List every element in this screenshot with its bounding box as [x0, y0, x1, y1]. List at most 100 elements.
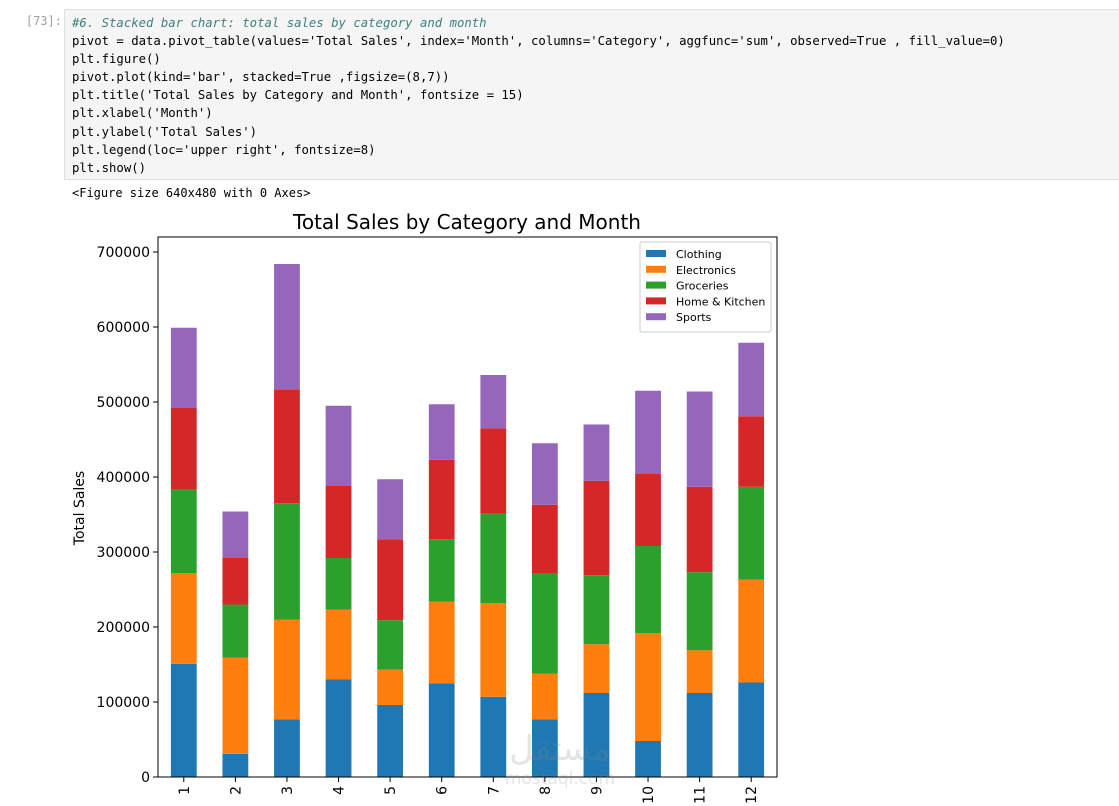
x-tick-label: 2 — [228, 786, 244, 795]
x-tick-label: 7 — [486, 786, 502, 795]
bar-groceries-month-7 — [480, 513, 507, 603]
bar-sports-month-3 — [274, 264, 300, 390]
bar-groceries-month-6 — [428, 539, 455, 602]
y-axis-ticks: 0 100000 200000 300000 400000 500000 600000 700… — [97, 245, 158, 786]
bar-sports-month-11 — [686, 391, 713, 487]
legend-swatch — [646, 297, 666, 305]
code-line-9: plt.show() — [72, 160, 147, 175]
bar-clothing-month-7 — [480, 696, 507, 777]
y-tick-label: 100000 — [97, 695, 150, 711]
code-line-1: #6. Stacked bar chart: total sales by ca… — [72, 16, 487, 30]
x-tick-label: 9 — [589, 786, 605, 795]
chart-title: Total Sales by Category and Month — [292, 210, 641, 234]
bar-sports-month-7 — [480, 375, 507, 429]
bar-sports-month-8 — [531, 443, 558, 505]
x-tick-label: 3 — [280, 786, 296, 795]
y-tick-label: 300000 — [97, 545, 150, 561]
bar-home-kitchen-month-2 — [222, 558, 249, 605]
bar-sports-month-12 — [738, 342, 765, 417]
bar-electronics-month-6 — [428, 601, 455, 684]
legend-swatch — [646, 281, 666, 289]
x-tick-label: 4 — [332, 786, 348, 795]
bar-groceries-month-1 — [170, 489, 197, 573]
code-cell-editor[interactable]: #6. Stacked bar chart: total sales by ca… — [64, 9, 1119, 180]
bar-groceries-month-8 — [531, 573, 558, 674]
bar-clothing-month-3 — [274, 719, 300, 777]
y-tick-label: 600000 — [97, 320, 150, 336]
x-tick-label: 6 — [435, 786, 451, 795]
bar-home-kitchen-month-6 — [428, 459, 455, 540]
cell-prompt: [73]: — [25, 14, 62, 28]
y-tick-label: 400000 — [97, 470, 150, 486]
bar-clothing-month-8 — [531, 719, 558, 777]
bar-home-kitchen-month-7 — [480, 428, 507, 513]
y-tick-label: 200000 — [97, 620, 150, 636]
y-tick-label: 700000 — [97, 245, 150, 261]
bar-electronics-month-1 — [170, 573, 197, 664]
bar-home-kitchen-month-11 — [686, 486, 713, 573]
x-tick-label: 10 — [641, 786, 657, 804]
code-line-3: plt.figure() — [72, 52, 161, 67]
code-line-5: plt.title('Total Sales by Category and M… — [72, 88, 524, 103]
bar-clothing-month-2 — [222, 753, 249, 777]
bar-electronics-month-5 — [377, 669, 404, 705]
bars-group — [170, 264, 765, 777]
legend-swatch — [646, 265, 666, 273]
code-line-8: plt.legend(loc='upper right', fontsize=8… — [72, 142, 376, 157]
bar-groceries-month-5 — [377, 620, 404, 670]
bar-electronics-month-7 — [480, 603, 507, 697]
bar-home-kitchen-month-1 — [170, 408, 197, 490]
bar-electronics-month-10 — [635, 633, 661, 741]
legend-frame — [639, 241, 772, 333]
legend-entry-label: Sports — [676, 311, 712, 324]
bar-groceries-month-12 — [738, 486, 765, 580]
bar-groceries-month-4 — [325, 558, 352, 610]
legend-entry-label: Home & Kitchen — [676, 295, 765, 308]
bar-clothing-month-1 — [170, 663, 197, 777]
stacked-bar-chart: Total Sales by Category and Month Total … — [72, 210, 778, 804]
x-tick-label: 1 — [177, 786, 193, 795]
bar-sports-month-6 — [428, 404, 455, 460]
plot-area-frame — [157, 236, 778, 778]
bar-home-kitchen-month-12 — [738, 416, 765, 487]
legend-entry-label: Electronics — [676, 264, 736, 277]
bar-home-kitchen-month-9 — [583, 480, 610, 576]
bar-home-kitchen-month-10 — [635, 474, 661, 546]
bar-sports-month-9 — [583, 424, 610, 481]
code-line-4: pivot.plot(kind='bar', stacked=True ,fig… — [72, 70, 450, 85]
bar-clothing-month-12 — [738, 682, 765, 777]
bar-clothing-month-10 — [635, 741, 661, 777]
bar-electronics-month-12 — [738, 579, 765, 683]
bar-electronics-month-2 — [222, 657, 249, 754]
bar-groceries-month-2 — [222, 604, 249, 658]
bar-groceries-month-3 — [274, 503, 300, 620]
x-tick-label: 11 — [693, 786, 709, 804]
bar-sports-month-1 — [170, 327, 197, 408]
bar-clothing-month-11 — [686, 693, 713, 777]
bar-clothing-month-9 — [583, 693, 610, 777]
bar-sports-month-10 — [635, 390, 661, 474]
bar-sports-month-4 — [325, 405, 352, 486]
code-line-2: pivot = data.pivot_table(values='Total S… — [72, 34, 1005, 49]
bar-electronics-month-11 — [686, 650, 713, 693]
bar-home-kitchen-month-3 — [274, 389, 300, 504]
legend-swatch — [646, 313, 666, 321]
bar-sports-month-2 — [222, 511, 249, 558]
bar-groceries-month-9 — [583, 575, 610, 645]
x-tick-label: 8 — [538, 786, 554, 795]
bar-electronics-month-8 — [531, 673, 558, 720]
bar-home-kitchen-month-8 — [531, 504, 558, 573]
bar-home-kitchen-month-4 — [325, 486, 352, 558]
bar-groceries-month-11 — [686, 572, 713, 651]
bar-sports-month-5 — [377, 479, 404, 540]
x-tick-label: 12 — [744, 786, 760, 804]
bar-home-kitchen-month-5 — [377, 539, 404, 621]
legend-swatch — [646, 250, 666, 257]
bar-electronics-month-4 — [325, 609, 352, 680]
x-tick-label: 5 — [383, 786, 399, 795]
bar-groceries-month-10 — [635, 546, 661, 633]
code-line-7: plt.ylabel('Total Sales') — [72, 124, 258, 139]
bar-electronics-month-9 — [583, 644, 610, 693]
cell-output-text: <Figure size 640x480 with 0 Axes> — [72, 186, 311, 200]
bar-electronics-month-3 — [274, 619, 300, 720]
